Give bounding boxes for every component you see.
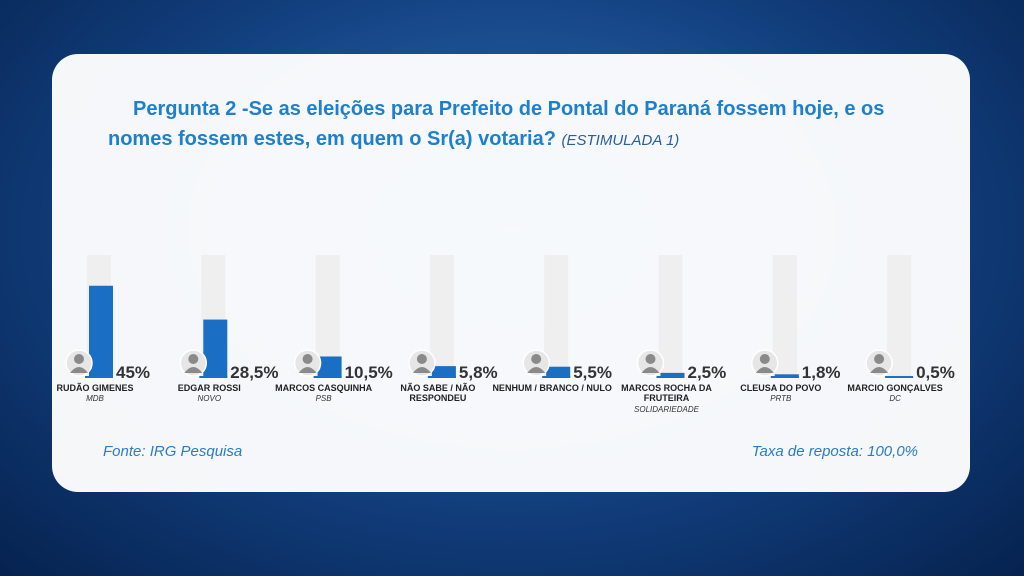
avatar-head bbox=[302, 354, 313, 364]
bar bbox=[317, 356, 342, 378]
avatar-head bbox=[188, 354, 199, 364]
value-label: 0,5% bbox=[916, 363, 955, 382]
party-label: SOLIDARIEDADE bbox=[634, 405, 699, 414]
avatar-body bbox=[641, 367, 660, 373]
bar-base bbox=[885, 376, 914, 378]
party-label: PSB bbox=[315, 394, 332, 403]
chart-subtitle: (ESTIMULADA 1) bbox=[561, 132, 680, 149]
avatar-head bbox=[645, 354, 656, 364]
avatar-body bbox=[870, 367, 889, 373]
category-label: MARCIO GONÇALVES bbox=[847, 383, 943, 393]
value-label: 1,8% bbox=[802, 363, 841, 382]
value-label: 10,5% bbox=[345, 363, 393, 382]
value-label: 5,5% bbox=[573, 363, 612, 382]
category-label: EDGAR ROSSI bbox=[177, 383, 241, 393]
avatar-body bbox=[412, 367, 431, 373]
bar bbox=[546, 366, 571, 378]
bar bbox=[89, 285, 113, 378]
avatar-head bbox=[531, 354, 542, 364]
avatar-body bbox=[184, 367, 203, 373]
bar-base bbox=[85, 376, 113, 378]
party-label: MDB bbox=[86, 394, 104, 403]
bar-base bbox=[542, 376, 571, 378]
category-label: RUDÃO GIMENES bbox=[56, 383, 134, 393]
category-label: NENHUM / BRANCO / NULO bbox=[492, 383, 612, 393]
title-text: Pergunta 2 -Se as eleições para Prefeito… bbox=[108, 98, 885, 150]
bar-base bbox=[199, 376, 228, 378]
bar-base bbox=[770, 376, 799, 378]
chart-title: Pergunta 2 -Se as eleições para Prefeito… bbox=[108, 94, 918, 156]
avatar-body bbox=[527, 367, 546, 373]
bar bbox=[431, 366, 456, 378]
bar bbox=[660, 372, 685, 378]
party-label: PRTB bbox=[770, 394, 792, 403]
avatar-body bbox=[70, 367, 88, 373]
bar-base bbox=[313, 376, 342, 378]
response-rate: Taxa de reposta: 100,0% bbox=[751, 443, 918, 460]
category-label: CLEUSA DO POVO bbox=[740, 383, 822, 393]
party-label: DC bbox=[889, 394, 901, 403]
value-label: 5,8% bbox=[459, 363, 498, 382]
category-label: MARCOS CASQUINHA bbox=[275, 383, 373, 393]
avatar-body bbox=[298, 367, 317, 373]
value-label: 45% bbox=[116, 363, 150, 382]
avatar-body bbox=[755, 367, 774, 373]
bar-base bbox=[656, 376, 685, 378]
bar bbox=[203, 319, 228, 378]
value-label: 2,5% bbox=[688, 363, 727, 382]
category-label: MARCOS ROCHA DA FRUTEIRA bbox=[621, 383, 712, 403]
category-label: NÃO SABE / NÃO RESPONDEU bbox=[400, 383, 476, 403]
source: Fonte: IRG Pesquisa bbox=[103, 443, 243, 460]
avatar-head bbox=[759, 354, 770, 364]
bar-base bbox=[427, 376, 456, 378]
avatar-head bbox=[416, 354, 427, 364]
avatar-head bbox=[874, 354, 885, 364]
value-label: 28,5% bbox=[230, 363, 278, 382]
avatar-head bbox=[74, 354, 84, 364]
party-label: NOVO bbox=[197, 394, 222, 403]
